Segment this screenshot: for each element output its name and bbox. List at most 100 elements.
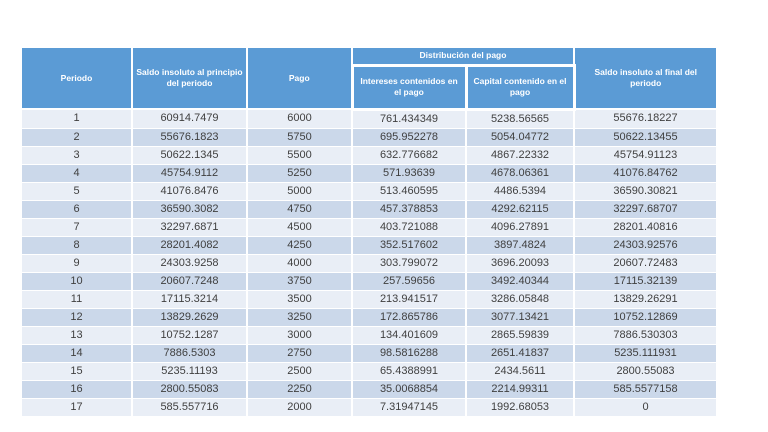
table-cell: 60914.7479 (131, 108, 248, 129)
table-cell: 4096.27891 (465, 217, 575, 237)
table-cell: 13 (20, 325, 133, 345)
table-cell: 0 (573, 397, 718, 417)
table-cell: 4000 (246, 253, 353, 273)
table-cell: 5235.111931 (573, 343, 718, 363)
table-row: 12 13829.2629 3250 172.865786 3077.13421 1075… (20, 307, 718, 327)
table-cell: 4678.06361 (465, 163, 575, 183)
table-cell: 2434.5611 (465, 361, 575, 381)
table-row: 16 2800.55083 2250 35.0068854 2214.99311 585.… (20, 379, 718, 399)
table-cell: 3696.20093 (465, 253, 575, 273)
table-cell: 3250 (246, 307, 353, 327)
table-cell: 3492.40344 (465, 271, 575, 291)
header-saldo-final: Saldo insoluto al final del periodo (573, 46, 718, 110)
table-cell: 32297.68707 (573, 199, 718, 219)
table-cell: 3500 (246, 289, 353, 309)
header-capital: Capital contenido en el pago (464, 63, 576, 111)
table-cell: 17 (20, 397, 133, 417)
table-row: 13 10752.1287 3000 134.401609 2865.59839 7886… (20, 325, 718, 345)
header-row-sub: Intereses contenidos en el pago Capital … (21, 63, 717, 111)
table-cell: 5250 (246, 163, 353, 183)
table-row: 5 41076.8476 5000 513.460595 4486.5394 36590.… (20, 181, 718, 201)
table-row: 17 585.557716 2000 7.31947145 1992.68053 0 (20, 397, 718, 417)
table-cell: 13829.2629 (131, 307, 248, 327)
table-cell: 65.4388991 (351, 361, 467, 381)
table-cell: 4867.22332 (465, 145, 575, 165)
table-cell: 2865.59839 (465, 325, 575, 345)
table-cell: 3286.05848 (465, 289, 575, 309)
table-cell: 3 (20, 145, 133, 165)
header-row-group: Periodo Saldo insoluto al principio del … (20, 46, 718, 110)
table-cell: 2 (20, 127, 133, 147)
table-cell: 6000 (246, 108, 353, 129)
table-cell: 15 (20, 361, 133, 381)
table-cell: 16 (20, 379, 133, 399)
table-cell: 10 (20, 271, 133, 291)
table-cell: 3000 (246, 325, 353, 345)
table-cell: 32297.6871 (131, 217, 248, 237)
table-cell: 213.941517 (351, 289, 467, 309)
table-cell: 5500 (246, 145, 353, 165)
table-cell: 98.5816288 (351, 343, 467, 363)
header-intereses: Intereses contenidos en el pago (350, 63, 468, 111)
table-cell: 303.799072 (351, 253, 467, 273)
table-cell: 2750 (246, 343, 353, 363)
header-distribucion: Distribución del pago (351, 46, 575, 67)
table-cell: 7 (20, 217, 133, 237)
table-cell: 8 (20, 235, 133, 255)
table-cell: 585.557716 (131, 397, 248, 417)
table-cell: 41076.8476 (131, 181, 248, 201)
amortization-table: Periodo Saldo insoluto al principio del … (20, 46, 718, 417)
table-row: 11 17115.3214 3500 213.941517 3286.05848 1382… (20, 289, 718, 309)
table-cell: 20607.72483 (573, 253, 718, 273)
table-cell: 172.865786 (351, 307, 467, 327)
table-cell: 352.517602 (351, 235, 467, 255)
table-cell: 7886.530303 (573, 325, 718, 345)
table-row: 7 32297.6871 4500 403.721088 4096.27891 28201… (20, 217, 718, 237)
table-cell: 3750 (246, 271, 353, 291)
table-cell: 2000 (246, 397, 353, 417)
table-cell: 2800.55083 (131, 379, 248, 399)
table-cell: 41076.84762 (573, 163, 718, 183)
table-cell: 4292.62115 (465, 199, 575, 219)
table-row: 1 60914.7479 6000 761.434349 5238.56565 55676… (20, 108, 718, 129)
table-cell: 1 (20, 108, 133, 129)
table-cell: 24303.9258 (131, 253, 248, 273)
table-cell: 17115.32139 (573, 271, 718, 291)
table-cell: 2214.99311 (465, 379, 575, 399)
table-cell: 28201.4082 (131, 235, 248, 255)
table-cell: 45754.91123 (573, 145, 718, 165)
table-row: 15 5235.11193 2500 65.4388991 2434.5611 2800.… (20, 361, 718, 381)
table-row: 14 7886.5303 2750 98.5816288 2651.41837 5235.… (20, 343, 718, 363)
table-cell: 2250 (246, 379, 353, 399)
table-cell: 24303.92576 (573, 235, 718, 255)
table-row: 8 28201.4082 4250 352.517602 3897.4824 24303.… (20, 235, 718, 255)
table-row: 3 50622.1345 5500 632.776682 4867.22332 45754… (20, 145, 718, 165)
table-cell: 28201.40816 (573, 217, 718, 237)
table-cell: 5235.11193 (131, 361, 248, 381)
table-row: 10 20607.7248 3750 257.59656 3492.40344 17115… (20, 271, 718, 291)
table-cell: 2651.41837 (465, 343, 575, 363)
table-cell: 10752.1287 (131, 325, 248, 345)
table-cell: 5750 (246, 127, 353, 147)
table-cell: 50622.1345 (131, 145, 248, 165)
table-cell: 403.721088 (351, 217, 467, 237)
table-cell: 1992.68053 (465, 397, 575, 417)
table-cell: 35.0068854 (351, 379, 467, 399)
table-cell: 134.401609 (351, 325, 467, 345)
table-cell: 10752.12869 (573, 307, 718, 327)
table-cell: 457.378853 (351, 199, 467, 219)
table-cell: 12 (20, 307, 133, 327)
table-cell: 9 (20, 253, 133, 273)
table-cell: 17115.3214 (131, 289, 248, 309)
table-cell: 3077.13421 (465, 307, 575, 327)
table-cell: 36590.3082 (131, 199, 248, 219)
table-cell: 632.776682 (351, 145, 467, 165)
table-body: 1 60914.7479 6000 761.434349 5238.56565 55676… (20, 108, 718, 417)
table-row: 6 36590.3082 4750 457.378853 4292.62115 32297… (20, 199, 718, 219)
table-row: 9 24303.9258 4000 303.799072 3696.20093 20607… (20, 253, 718, 273)
table-cell: 55676.1823 (131, 127, 248, 147)
table-cell: 3897.4824 (465, 235, 575, 255)
table-cell: 571.93639 (351, 163, 467, 183)
table-cell: 2800.55083 (573, 361, 718, 381)
